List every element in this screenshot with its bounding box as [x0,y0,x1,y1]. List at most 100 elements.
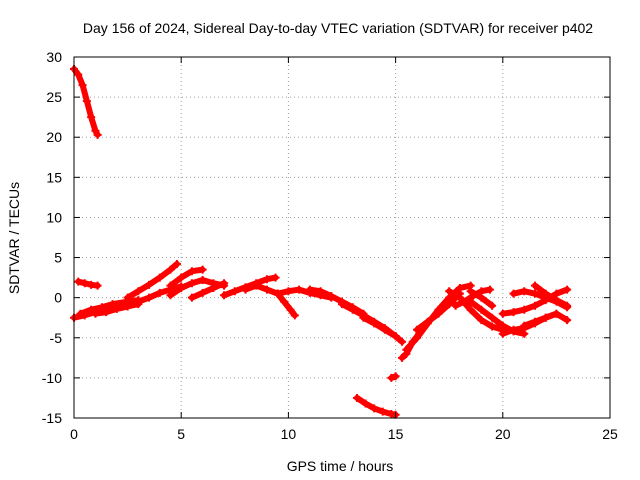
data-point [134,287,143,296]
data-point [220,291,229,300]
data-point [166,281,175,290]
series-arc-19 [402,281,475,354]
data-point [477,305,486,314]
data-point [241,285,250,294]
data-point [423,317,432,326]
data-point [123,293,132,302]
data-point [563,285,572,294]
x-tick-label: 5 [177,426,185,442]
series-line [242,282,281,297]
data-point [520,287,529,296]
data-point [262,275,271,284]
data-point [123,302,132,311]
series-arc-17 [387,372,400,382]
y-tick-label: -10 [42,370,62,386]
data-point [273,289,282,298]
data-point [338,300,346,309]
data-point [187,293,196,302]
data-point [187,267,196,276]
data-point [166,291,175,300]
data-point [391,372,400,381]
series-arc-early-low [74,277,102,290]
data-point [198,276,207,285]
series-arc-29 [520,309,561,330]
data-point [177,273,186,282]
data-point [488,322,497,331]
series-arc-early-high [70,65,102,139]
y-tick-label: -15 [42,410,62,426]
series-line [521,310,560,329]
data-point [155,273,164,282]
data-point [509,308,518,317]
series-layer [70,65,572,419]
data-point [166,265,175,274]
series-arc-28 [530,281,572,310]
data-point [552,309,561,318]
y-tick-label: -5 [50,330,63,346]
data-point [552,296,561,305]
series-arc-04 [123,259,181,302]
grid [74,57,610,418]
series-line [274,290,298,319]
y-tick-label: 30 [46,49,62,65]
data-point [498,309,507,318]
series-arc-24 [466,287,497,310]
data-point [87,305,96,314]
x-tick-label: 20 [495,426,511,442]
data-point [348,305,357,314]
series-line [188,280,228,301]
x-tick-label: 15 [388,426,404,442]
data-point [74,70,83,79]
data-point [466,305,475,314]
data-point [455,293,464,302]
data-point [398,353,407,362]
data-point [112,304,121,313]
data-point [271,273,280,282]
data-point [413,325,422,334]
data-point [391,332,400,341]
data-point [520,305,529,314]
data-point [187,279,196,288]
data-point [485,285,494,294]
data-point [305,285,314,294]
data-point [378,407,387,416]
data-point [353,393,362,402]
data-point [155,288,164,297]
data-point [563,316,572,325]
series-arc-15 [359,313,407,346]
data-point [563,301,572,310]
series-line [167,266,206,289]
data-point [91,126,100,135]
data-point [230,287,239,296]
data-point [477,316,486,325]
y-tick-label: 20 [46,129,62,145]
data-point [177,284,186,293]
series-arc-25 [498,285,572,318]
data-point [370,319,379,328]
ticks: 0 5 10 15 20 25 -15 -10 -5 0 5 10 15 20 25 30 [42,49,618,442]
series-line [354,394,399,418]
data-point [477,293,486,302]
data-point [108,300,117,309]
data-point [76,309,85,318]
data-point [82,97,91,106]
series-arc-16 [353,393,400,419]
data-point [413,333,422,342]
y-tick-label: 5 [54,250,62,266]
data-point [91,309,100,318]
data-point [316,287,325,296]
data-point [445,300,454,309]
plot-frame [73,56,611,419]
data-point [370,404,379,413]
data-point [530,281,539,290]
data-point [466,287,475,296]
data-point [498,321,507,330]
data-point [451,301,460,310]
y-tick-label: 0 [54,290,62,306]
data-point [198,288,207,297]
data-point [361,399,370,408]
y-tick-label: 25 [46,89,62,105]
x-tick-label: 0 [70,426,78,442]
